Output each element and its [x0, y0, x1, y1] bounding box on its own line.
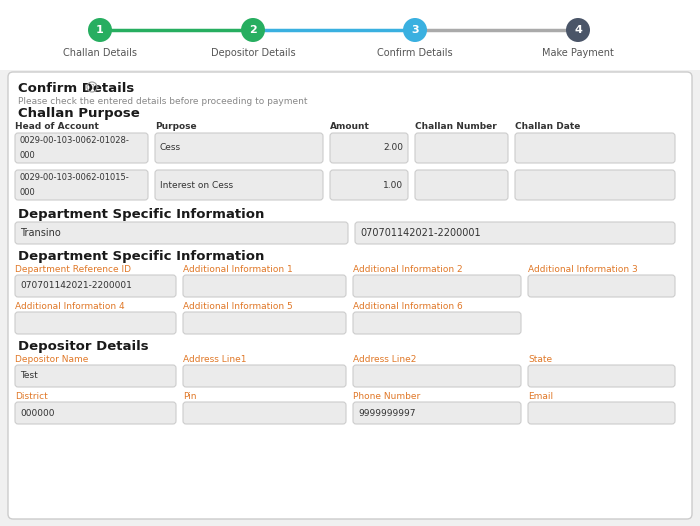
FancyBboxPatch shape — [353, 402, 521, 424]
Text: Confirm Details: Confirm Details — [377, 48, 453, 58]
Text: 0029-00-103-0062-01015-: 0029-00-103-0062-01015- — [20, 173, 130, 182]
Text: Additional Information 4: Additional Information 4 — [15, 302, 125, 311]
Text: Department Reference ID: Department Reference ID — [15, 265, 131, 274]
Text: Cess: Cess — [160, 144, 181, 153]
Text: Confirm Details: Confirm Details — [18, 82, 134, 95]
Text: 0029-00-103-0062-01028-: 0029-00-103-0062-01028- — [20, 136, 130, 145]
Text: Pin: Pin — [183, 392, 197, 401]
Text: 9999999997: 9999999997 — [358, 409, 416, 418]
Text: 070701142021-2200001: 070701142021-2200001 — [360, 228, 481, 238]
Text: Depositor Name: Depositor Name — [15, 355, 88, 364]
Text: Amount: Amount — [330, 122, 370, 131]
Text: Additional Information 5: Additional Information 5 — [183, 302, 293, 311]
Text: Test: Test — [20, 371, 38, 380]
FancyBboxPatch shape — [528, 275, 675, 297]
FancyBboxPatch shape — [183, 312, 346, 334]
FancyBboxPatch shape — [353, 365, 521, 387]
Text: Additional Information 6: Additional Information 6 — [353, 302, 463, 311]
Text: 070701142021-2200001: 070701142021-2200001 — [20, 281, 132, 290]
Text: Challan Number: Challan Number — [415, 122, 497, 131]
Text: 2.00: 2.00 — [383, 144, 403, 153]
FancyBboxPatch shape — [15, 275, 176, 297]
Text: 4: 4 — [574, 25, 582, 35]
FancyBboxPatch shape — [183, 365, 346, 387]
Text: Purpose: Purpose — [155, 122, 197, 131]
FancyBboxPatch shape — [155, 133, 323, 163]
FancyBboxPatch shape — [528, 365, 675, 387]
Text: State: State — [528, 355, 552, 364]
Text: Department Specific Information: Department Specific Information — [18, 208, 265, 221]
Text: Challan Date: Challan Date — [515, 122, 580, 131]
Circle shape — [88, 18, 112, 42]
Circle shape — [241, 18, 265, 42]
FancyBboxPatch shape — [330, 170, 408, 200]
FancyBboxPatch shape — [330, 133, 408, 163]
FancyBboxPatch shape — [15, 222, 348, 244]
Text: 3: 3 — [411, 25, 419, 35]
FancyBboxPatch shape — [15, 170, 148, 200]
Text: Interest on Cess: Interest on Cess — [160, 180, 233, 189]
FancyBboxPatch shape — [183, 275, 346, 297]
Text: Make Payment: Make Payment — [542, 48, 614, 58]
Text: Address Line1: Address Line1 — [183, 355, 246, 364]
Text: Department Specific Information: Department Specific Information — [18, 250, 265, 263]
FancyBboxPatch shape — [15, 402, 176, 424]
Text: Additional Information 3: Additional Information 3 — [528, 265, 638, 274]
Text: 000: 000 — [20, 151, 36, 160]
Text: Depositor Details: Depositor Details — [211, 48, 295, 58]
FancyBboxPatch shape — [183, 402, 346, 424]
FancyBboxPatch shape — [515, 170, 675, 200]
FancyBboxPatch shape — [155, 170, 323, 200]
FancyBboxPatch shape — [353, 312, 521, 334]
Circle shape — [403, 18, 427, 42]
Text: Depositor Details: Depositor Details — [18, 340, 148, 353]
FancyBboxPatch shape — [15, 312, 176, 334]
FancyBboxPatch shape — [528, 402, 675, 424]
Text: 000000: 000000 — [20, 409, 55, 418]
Text: District: District — [15, 392, 48, 401]
Text: Transino: Transino — [20, 228, 61, 238]
FancyBboxPatch shape — [415, 170, 508, 200]
FancyBboxPatch shape — [8, 72, 692, 519]
FancyBboxPatch shape — [415, 133, 508, 163]
FancyBboxPatch shape — [353, 275, 521, 297]
FancyBboxPatch shape — [15, 365, 176, 387]
FancyBboxPatch shape — [15, 133, 148, 163]
Text: Challan Details: Challan Details — [63, 48, 137, 58]
Text: 1.00: 1.00 — [383, 180, 403, 189]
Text: Challan Purpose: Challan Purpose — [18, 107, 140, 120]
Text: Additional Information 2: Additional Information 2 — [353, 265, 463, 274]
Text: Address Line2: Address Line2 — [353, 355, 416, 364]
FancyBboxPatch shape — [355, 222, 675, 244]
Text: Email: Email — [528, 392, 553, 401]
Text: ?: ? — [90, 84, 94, 90]
Text: 1: 1 — [96, 25, 104, 35]
Circle shape — [566, 18, 590, 42]
Text: 000: 000 — [20, 188, 36, 197]
Text: Head of Account: Head of Account — [15, 122, 99, 131]
FancyBboxPatch shape — [515, 133, 675, 163]
Text: Please check the entered details before proceeding to payment: Please check the entered details before … — [18, 97, 307, 106]
Text: Phone Number: Phone Number — [353, 392, 420, 401]
Text: 2: 2 — [249, 25, 257, 35]
Bar — [0, 0, 700, 70]
Text: Additional Information 1: Additional Information 1 — [183, 265, 293, 274]
